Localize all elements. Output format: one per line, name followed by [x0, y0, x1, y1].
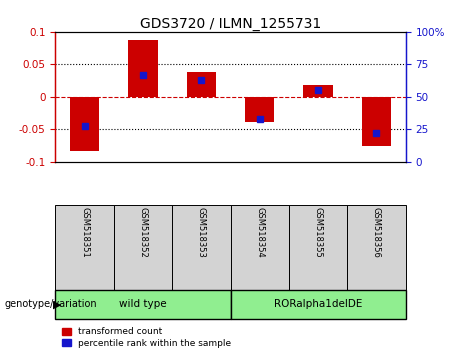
Text: GSM518352: GSM518352: [138, 207, 148, 258]
Text: GSM518355: GSM518355: [313, 207, 323, 258]
Bar: [303, 85, 333, 97]
Text: ▶: ▶: [53, 299, 61, 309]
Text: GSM518353: GSM518353: [197, 207, 206, 258]
Bar: [128, 40, 158, 97]
Bar: [70, 97, 99, 151]
Text: GSM518356: GSM518356: [372, 207, 381, 258]
Legend: transformed count, percentile rank within the sample: transformed count, percentile rank withi…: [60, 326, 233, 349]
Text: wild type: wild type: [119, 299, 167, 309]
Text: GSM518351: GSM518351: [80, 207, 89, 258]
Text: GSM518354: GSM518354: [255, 207, 264, 258]
Title: GDS3720 / ILMN_1255731: GDS3720 / ILMN_1255731: [140, 17, 321, 31]
Bar: [187, 72, 216, 97]
Text: genotype/variation: genotype/variation: [5, 299, 97, 309]
Bar: [362, 97, 391, 146]
Text: RORalpha1delDE: RORalpha1delDE: [274, 299, 362, 309]
Bar: [245, 97, 274, 122]
